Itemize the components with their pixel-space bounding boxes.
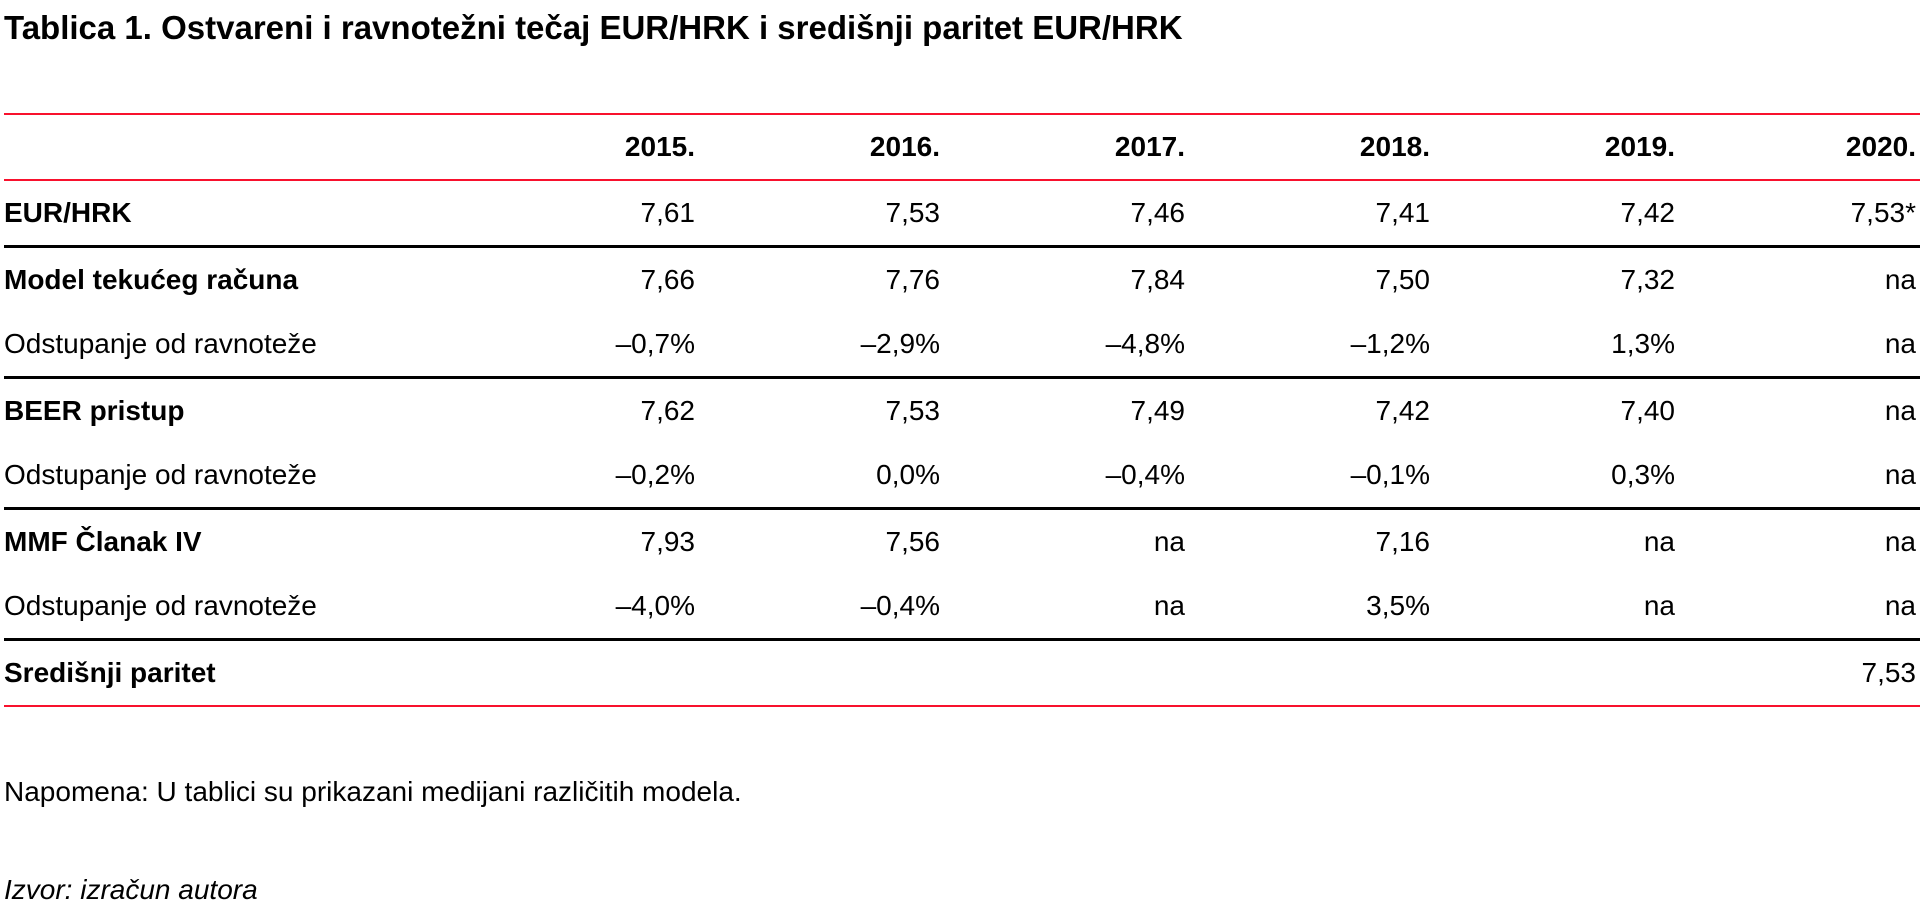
table-cell: 7,76 xyxy=(885,264,941,295)
table-cell: na xyxy=(1643,526,1675,557)
table-cell: –0,4% xyxy=(940,443,1185,510)
table-row-odstupanje-1: Odstupanje od ravnoteže –0,7% –2,9% –4,8… xyxy=(4,312,1920,379)
table-cell: 7,49 xyxy=(1130,395,1186,426)
header-year-2016: 2016. xyxy=(695,114,940,181)
table-title: Tablica 1. Ostvareni i ravnotežni tečaj … xyxy=(4,9,1183,46)
table-source: Izvor: izračun autora xyxy=(4,874,258,905)
table-cell: 7,53 xyxy=(885,395,941,426)
table-cell: 7,53* xyxy=(1675,180,1920,248)
row-label: Odstupanje od ravnoteže xyxy=(4,574,450,641)
row-label: Model tekućeg računa xyxy=(4,264,299,295)
table-cell: na xyxy=(1884,264,1916,295)
table-cell: 7,56 xyxy=(885,526,941,557)
table-note: Napomena: U tablici su prikazani medijan… xyxy=(4,776,742,807)
table-row-eur-hrk: EUR/HRK 7,61 7,53 7,46 7,41 7,42 7,53* xyxy=(4,180,1920,248)
table-cell: 7,41 xyxy=(1185,180,1430,248)
table-cell: –4,0% xyxy=(450,574,695,641)
row-label: Središnji paritet xyxy=(4,639,450,707)
table-cell xyxy=(695,639,940,707)
table-cell: –0,4% xyxy=(695,574,940,641)
table-cell: na xyxy=(1884,395,1916,426)
header-year-2019: 2019. xyxy=(1430,114,1675,181)
table-cell: 7,32 xyxy=(1620,264,1676,295)
table-cell xyxy=(450,639,695,707)
table-cell: 7,61 xyxy=(450,180,695,248)
table-row-model-tekuceg-racuna: Model tekućeg računa 7,66 7,76 7,84 7,50… xyxy=(4,247,1920,313)
table-cell: –0,7% xyxy=(450,312,695,379)
table-cell: na xyxy=(940,574,1185,641)
table-cell: 7,42 xyxy=(1375,395,1431,426)
exchange-rate-table: 2015. 2016. 2017. 2018. 2019. 2020. EUR/… xyxy=(4,113,1920,707)
header-empty-cell xyxy=(4,114,450,181)
table-cell: 7,53 xyxy=(695,180,940,248)
table-cell: 3,5% xyxy=(1185,574,1430,641)
row-label: Odstupanje od ravnoteže xyxy=(4,312,450,379)
table-cell: 7,62 xyxy=(640,395,696,426)
table-cell: –0,2% xyxy=(450,443,695,510)
table-cell: 7,40 xyxy=(1620,395,1676,426)
row-label: Odstupanje od ravnoteže xyxy=(4,443,450,510)
table-cell: 7,16 xyxy=(1375,526,1431,557)
table-cell: na xyxy=(1675,312,1920,379)
header-year-2015: 2015. xyxy=(450,114,695,181)
table-cell xyxy=(1430,639,1675,707)
table-cell: na xyxy=(1884,526,1916,557)
header-year-2018: 2018. xyxy=(1185,114,1430,181)
table-cell: –0,1% xyxy=(1185,443,1430,510)
table-cell xyxy=(1185,639,1430,707)
table-cell: 7,42 xyxy=(1430,180,1675,248)
table-cell: 7,84 xyxy=(1130,264,1186,295)
table-cell: na xyxy=(1153,526,1185,557)
table-cell xyxy=(940,639,1185,707)
table-cell: na xyxy=(1675,574,1920,641)
table-cell: 7,66 xyxy=(640,264,696,295)
table-row-sredisnji-paritet: Središnji paritet 7,53 xyxy=(4,639,1920,707)
header-year-2017: 2017. xyxy=(940,114,1185,181)
table-cell: –4,8% xyxy=(940,312,1185,379)
table-cell: na xyxy=(1675,443,1920,510)
row-label: BEER pristup xyxy=(4,395,185,426)
header-year-2020: 2020. xyxy=(1675,114,1920,181)
table-cell: 1,3% xyxy=(1430,312,1675,379)
table-cell: 7,46 xyxy=(940,180,1185,248)
table-header-row: 2015. 2016. 2017. 2018. 2019. 2020. xyxy=(4,114,1920,181)
table-row-odstupanje-2: Odstupanje od ravnoteže –0,2% 0,0% –0,4%… xyxy=(4,443,1920,510)
table-row-beer-pristup: BEER pristup 7,62 7,53 7,49 7,42 7,40 na xyxy=(4,378,1920,444)
table-cell: 0,0% xyxy=(695,443,940,510)
table-cell: 7,50 xyxy=(1375,264,1431,295)
table-cell: na xyxy=(1430,574,1675,641)
table-cell: –1,2% xyxy=(1185,312,1430,379)
table-cell: 7,93 xyxy=(640,526,696,557)
table-row-odstupanje-3: Odstupanje od ravnoteže –4,0% –0,4% na 3… xyxy=(4,574,1920,641)
row-label: EUR/HRK xyxy=(4,180,450,248)
table-row-mmf-clanak-iv: MMF Članak IV 7,93 7,56 na 7,16 na na xyxy=(4,509,1920,575)
table-cell: 7,53 xyxy=(1675,639,1920,707)
table-cell: 0,3% xyxy=(1430,443,1675,510)
table-cell: –2,9% xyxy=(695,312,940,379)
row-label: MMF Članak IV xyxy=(4,526,202,557)
